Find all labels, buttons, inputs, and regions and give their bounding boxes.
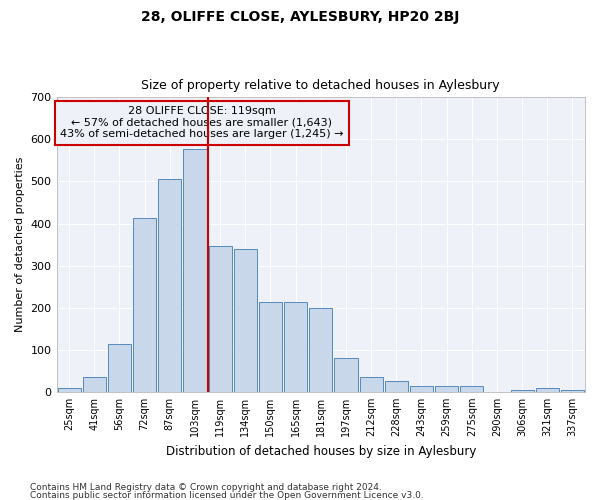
Bar — [536, 388, 559, 392]
Text: Contains HM Land Registry data © Crown copyright and database right 2024.: Contains HM Land Registry data © Crown c… — [30, 484, 382, 492]
Bar — [334, 358, 358, 392]
Bar — [184, 148, 206, 392]
Bar — [511, 390, 533, 392]
Bar — [435, 386, 458, 392]
Bar — [359, 377, 383, 392]
Text: Contains public sector information licensed under the Open Government Licence v3: Contains public sector information licen… — [30, 490, 424, 500]
Text: 28 OLIFFE CLOSE: 119sqm
← 57% of detached houses are smaller (1,643)
43% of semi: 28 OLIFFE CLOSE: 119sqm ← 57% of detache… — [60, 106, 344, 140]
Bar — [234, 249, 257, 392]
Bar — [209, 246, 232, 392]
X-axis label: Distribution of detached houses by size in Aylesbury: Distribution of detached houses by size … — [166, 444, 476, 458]
Bar — [133, 218, 156, 392]
Bar — [284, 302, 307, 392]
Bar — [385, 382, 408, 392]
Bar — [259, 302, 282, 392]
Bar — [58, 388, 80, 392]
Title: Size of property relative to detached houses in Aylesbury: Size of property relative to detached ho… — [142, 79, 500, 92]
Text: 28, OLIFFE CLOSE, AYLESBURY, HP20 2BJ: 28, OLIFFE CLOSE, AYLESBURY, HP20 2BJ — [141, 10, 459, 24]
Bar — [309, 308, 332, 392]
Bar — [460, 386, 484, 392]
Bar — [410, 386, 433, 392]
Bar — [108, 344, 131, 392]
Y-axis label: Number of detached properties: Number of detached properties — [15, 157, 25, 332]
Bar — [158, 180, 181, 392]
Bar — [83, 377, 106, 392]
Bar — [561, 390, 584, 392]
